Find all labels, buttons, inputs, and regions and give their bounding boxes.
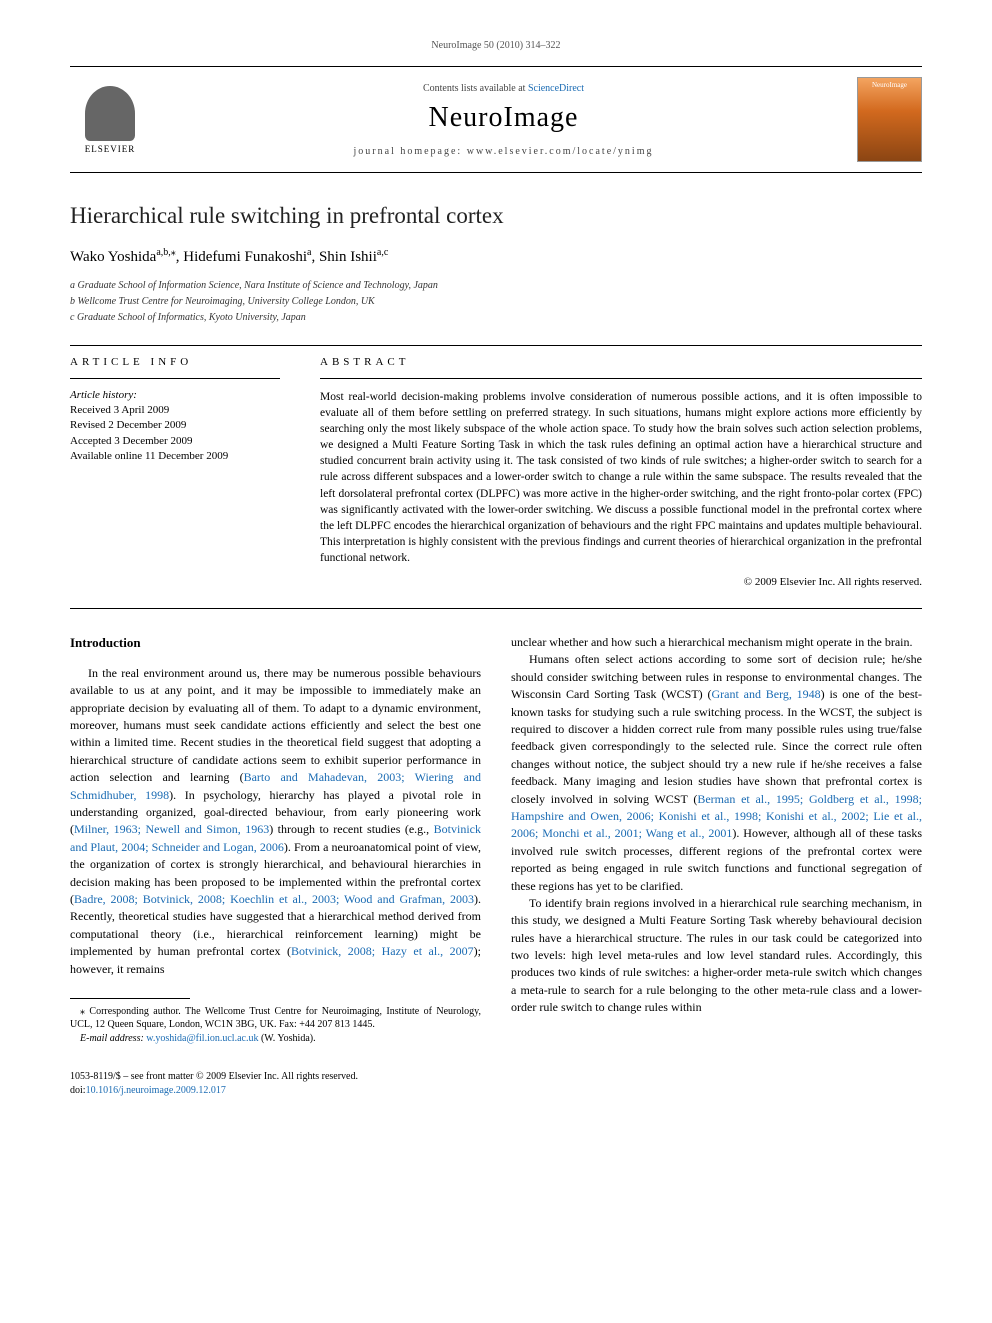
doi-link[interactable]: 10.1016/j.neuroimage.2009.12.017 — [86, 1085, 226, 1096]
article-title: Hierarchical rule switching in prefronta… — [70, 203, 922, 229]
masthead: ELSEVIER Contents lists available at Sci… — [70, 66, 922, 173]
elsevier-tree-icon — [85, 86, 135, 141]
intro-paragraph-1: In the real environment around us, there… — [70, 665, 481, 978]
citation-link[interactable]: Botvinick, 2008; Hazy et al., 2007 — [291, 944, 474, 958]
author-1-affil: a,b,⁎ — [156, 247, 175, 258]
email-link[interactable]: w.yoshida@fil.ion.ucl.ac.uk — [146, 1033, 258, 1044]
affiliation-c: c Graduate School of Informatics, Kyoto … — [70, 310, 922, 325]
history-revised: Revised 2 December 2009 — [70, 418, 280, 433]
author-3-affil: a,c — [377, 247, 388, 258]
author-2: , Hidefumi Funakoshi — [176, 249, 307, 265]
history-received: Received 3 April 2009 — [70, 403, 280, 418]
citation-link[interactable]: Grant and Berg, 1948 — [711, 687, 820, 701]
history-accepted: Accepted 3 December 2009 — [70, 434, 280, 449]
homepage-url[interactable]: www.elsevier.com/locate/ynimg — [467, 146, 654, 157]
citation-link[interactable]: Milner, 1963; Newell and Simon, 1963 — [74, 822, 269, 836]
citation-link[interactable]: Badre, 2008; Botvinick, 2008; Koechlin e… — [74, 892, 474, 906]
history-online: Available online 11 December 2009 — [70, 449, 280, 464]
article-info-block: article info Article history: Received 3… — [70, 356, 280, 588]
body-column-right: unclear whether and how such a hierarchi… — [511, 634, 922, 1097]
contents-prefix: Contents lists available at — [423, 83, 528, 94]
journal-name: NeuroImage — [150, 102, 857, 134]
intro-paragraph-2: Humans often select actions according to… — [511, 651, 922, 894]
contents-line: Contents lists available at ScienceDirec… — [150, 83, 857, 94]
affiliations: a Graduate School of Information Science… — [70, 278, 922, 325]
author-list: Wako Yoshidaa,b,⁎, Hidefumi Funakoshia, … — [70, 247, 922, 266]
abstract-text: Most real-world decision-making problems… — [320, 389, 922, 566]
affiliation-a: a Graduate School of Information Science… — [70, 278, 922, 293]
doi-line: doi:10.1016/j.neuroimage.2009.12.017 — [70, 1084, 481, 1098]
abstract-copyright: © 2009 Elsevier Inc. All rights reserved… — [320, 576, 922, 588]
elsevier-logo: ELSEVIER — [70, 86, 150, 154]
author-3: , Shin Ishii — [311, 249, 376, 265]
article-info-heading: article info — [70, 356, 280, 368]
abstract-heading: abstract — [320, 356, 922, 368]
email-footnote: E-mail address: w.yoshida@fil.ion.ucl.ac… — [70, 1032, 481, 1046]
body-column-left: Introduction In the real environment aro… — [70, 634, 481, 1097]
elsevier-label: ELSEVIER — [85, 144, 136, 154]
journal-cover-thumbnail: NeuroImage — [857, 77, 922, 162]
introduction-heading: Introduction — [70, 634, 481, 653]
journal-homepage: journal homepage: www.elsevier.com/locat… — [150, 146, 857, 157]
section-divider — [70, 608, 922, 609]
abstract-block: abstract Most real-world decision-making… — [320, 356, 922, 588]
section-divider — [70, 345, 922, 346]
homepage-prefix: journal homepage: — [354, 146, 467, 157]
journal-citation: NeuroImage 50 (2010) 314–322 — [70, 40, 922, 51]
email-label: E-mail address: — [80, 1033, 144, 1044]
author-1: Wako Yoshida — [70, 249, 156, 265]
page-footer: 1053-8119/$ – see front matter © 2009 El… — [70, 1070, 481, 1097]
history-label: Article history: — [70, 389, 280, 401]
affiliation-b: b Wellcome Trust Centre for Neuroimaging… — [70, 294, 922, 309]
issn-line: 1053-8119/$ – see front matter © 2009 El… — [70, 1070, 481, 1084]
footnote-divider — [70, 998, 190, 999]
sciencedirect-link[interactable]: ScienceDirect — [528, 83, 584, 94]
intro-paragraph-3: To identify brain regions involved in a … — [511, 895, 922, 1017]
corresponding-author-footnote: ⁎ Corresponding author. The Wellcome Tru… — [70, 1005, 481, 1032]
intro-continuation: unclear whether and how such a hierarchi… — [511, 634, 922, 651]
email-suffix: (W. Yoshida). — [258, 1033, 315, 1044]
